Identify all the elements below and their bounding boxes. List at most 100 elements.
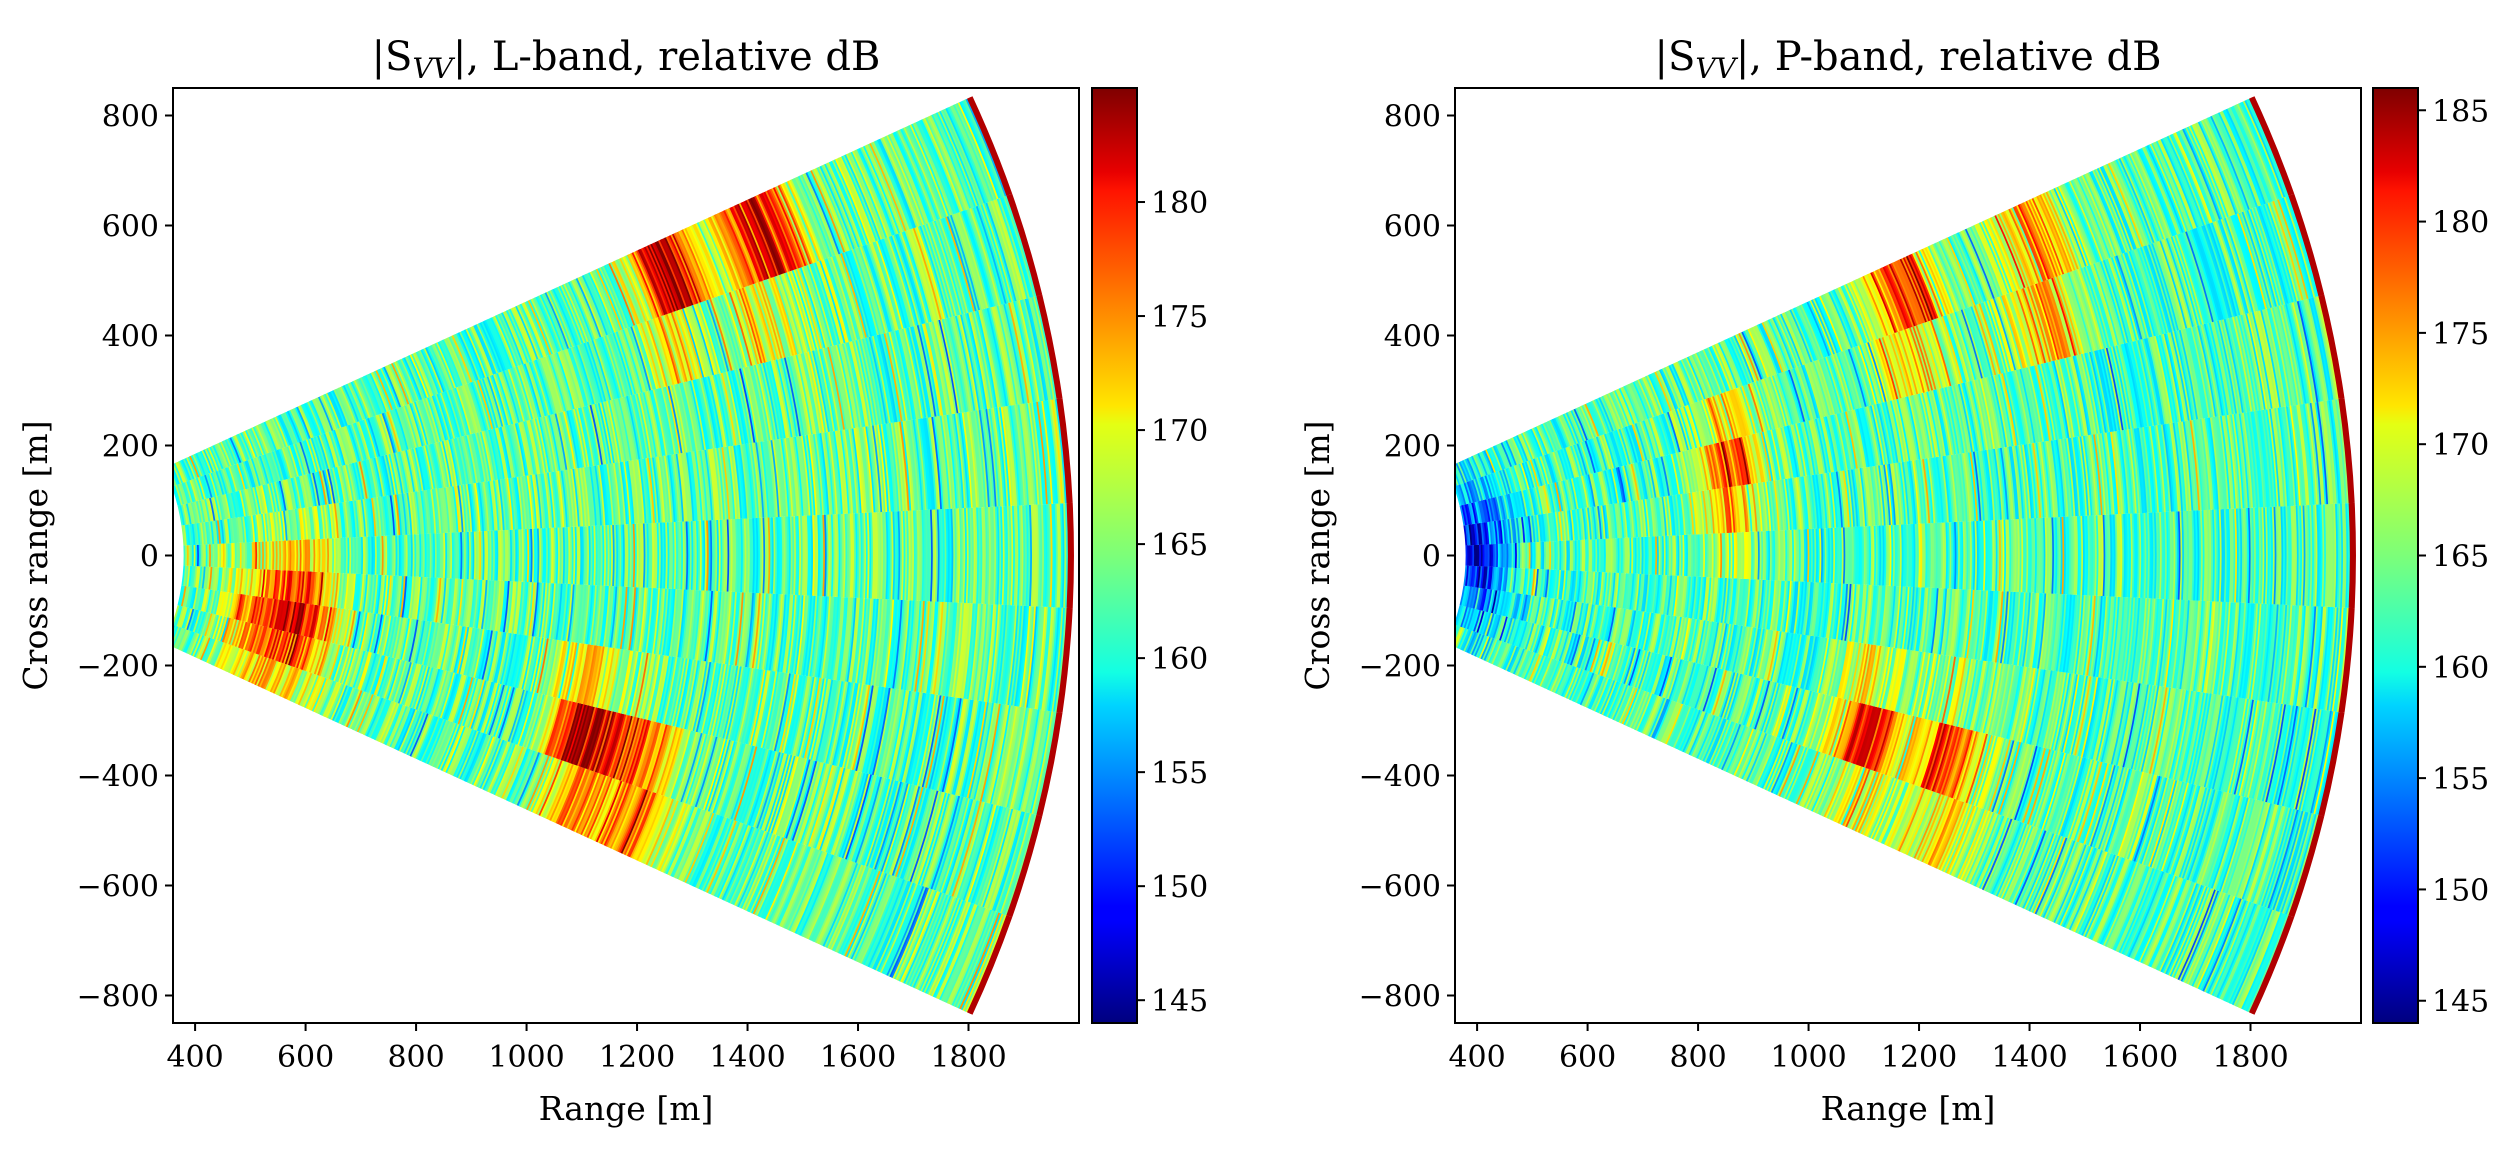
range-bin bbox=[345, 464, 355, 501]
range-bin bbox=[1005, 605, 1019, 706]
range-bin bbox=[530, 582, 538, 637]
range-bin bbox=[362, 419, 377, 459]
range-bin bbox=[584, 405, 599, 466]
range-bin bbox=[318, 396, 335, 431]
range-bin bbox=[795, 436, 807, 516]
range-bin bbox=[407, 664, 423, 708]
range-bin bbox=[547, 763, 574, 821]
range-bin bbox=[1023, 710, 1046, 813]
range-bin bbox=[923, 509, 927, 602]
range-bin bbox=[577, 706, 598, 767]
range-bin bbox=[288, 409, 304, 442]
range-bin bbox=[353, 379, 372, 419]
range-bin bbox=[996, 198, 1029, 299]
range-bin bbox=[895, 233, 925, 325]
range-bin bbox=[265, 453, 277, 483]
range-bin bbox=[940, 109, 982, 206]
range-bin bbox=[558, 412, 572, 470]
range-bin bbox=[292, 477, 301, 509]
range-bin bbox=[654, 726, 677, 794]
range-bin bbox=[696, 736, 720, 809]
range-bin bbox=[504, 747, 528, 801]
range-bin bbox=[184, 503, 191, 525]
range-bin bbox=[1491, 497, 1499, 521]
range-bin bbox=[695, 520, 700, 591]
range-bin bbox=[818, 348, 838, 431]
range-bin bbox=[995, 198, 1028, 300]
range-bin bbox=[756, 441, 767, 518]
range-bin bbox=[670, 234, 701, 304]
range-bin bbox=[635, 721, 657, 787]
range-bin bbox=[640, 322, 662, 389]
range-bin bbox=[1473, 478, 1483, 502]
range-bin bbox=[844, 154, 882, 241]
range-bin bbox=[968, 312, 990, 409]
range-bin bbox=[224, 439, 238, 465]
range-bin bbox=[313, 678, 330, 713]
range-bin bbox=[454, 676, 471, 724]
range-bin bbox=[796, 762, 823, 843]
range-bin bbox=[386, 495, 393, 536]
range-bin bbox=[907, 420, 919, 511]
range-bin bbox=[853, 874, 892, 962]
range-bin bbox=[668, 807, 700, 877]
range-bin bbox=[958, 603, 971, 699]
range-bin bbox=[847, 684, 867, 770]
range-bin bbox=[824, 596, 836, 679]
range-bin bbox=[1039, 607, 1053, 710]
range-bin bbox=[316, 679, 333, 715]
range-bin bbox=[240, 594, 249, 622]
range-bin bbox=[323, 469, 333, 504]
range-bin bbox=[741, 444, 752, 519]
range-bin bbox=[365, 498, 373, 537]
range-bin bbox=[581, 274, 609, 336]
range-bin bbox=[780, 438, 791, 517]
range-bin bbox=[536, 696, 556, 753]
range-bin bbox=[968, 96, 1011, 196]
range-bin bbox=[277, 570, 284, 600]
range-bin bbox=[734, 369, 752, 444]
range-bin bbox=[456, 532, 460, 579]
range-bin bbox=[904, 510, 908, 601]
range-bin bbox=[464, 383, 481, 433]
range-bin bbox=[996, 706, 1019, 806]
range-bin bbox=[308, 571, 315, 605]
range-bin bbox=[620, 524, 625, 587]
range-bin bbox=[424, 533, 428, 578]
range-bin bbox=[710, 374, 728, 447]
range-bin bbox=[1021, 403, 1034, 505]
range-bin bbox=[383, 703, 402, 745]
range-bin bbox=[906, 789, 936, 882]
range-bin bbox=[621, 461, 631, 525]
range-bin bbox=[572, 346, 593, 406]
range-bin bbox=[1052, 503, 1057, 608]
range-bin bbox=[531, 695, 551, 751]
range-bin bbox=[821, 432, 832, 515]
range-bin bbox=[320, 433, 333, 469]
range-bin bbox=[515, 365, 534, 420]
range-bin bbox=[688, 305, 712, 377]
range-bin bbox=[548, 640, 562, 697]
range-bin bbox=[487, 530, 491, 581]
range-bin bbox=[886, 134, 926, 226]
range-bin bbox=[605, 784, 633, 847]
range-bin bbox=[861, 146, 900, 235]
range-bin bbox=[870, 512, 874, 599]
range-bin bbox=[1489, 640, 1502, 665]
range-bin bbox=[912, 227, 943, 320]
range-bin bbox=[632, 523, 637, 588]
range-bin bbox=[557, 583, 566, 641]
range-bin bbox=[732, 745, 757, 821]
range-bin bbox=[851, 775, 880, 863]
range-bin bbox=[625, 327, 647, 392]
range-bin bbox=[887, 134, 927, 225]
range-bin bbox=[961, 412, 974, 508]
range-bin bbox=[1014, 300, 1038, 403]
range-bin bbox=[381, 703, 401, 745]
range-bin bbox=[232, 435, 246, 462]
range-bin bbox=[381, 496, 388, 536]
range-bin bbox=[515, 691, 534, 746]
range-bin bbox=[294, 442, 307, 476]
range-bin bbox=[594, 780, 622, 842]
range-bin bbox=[391, 706, 411, 749]
